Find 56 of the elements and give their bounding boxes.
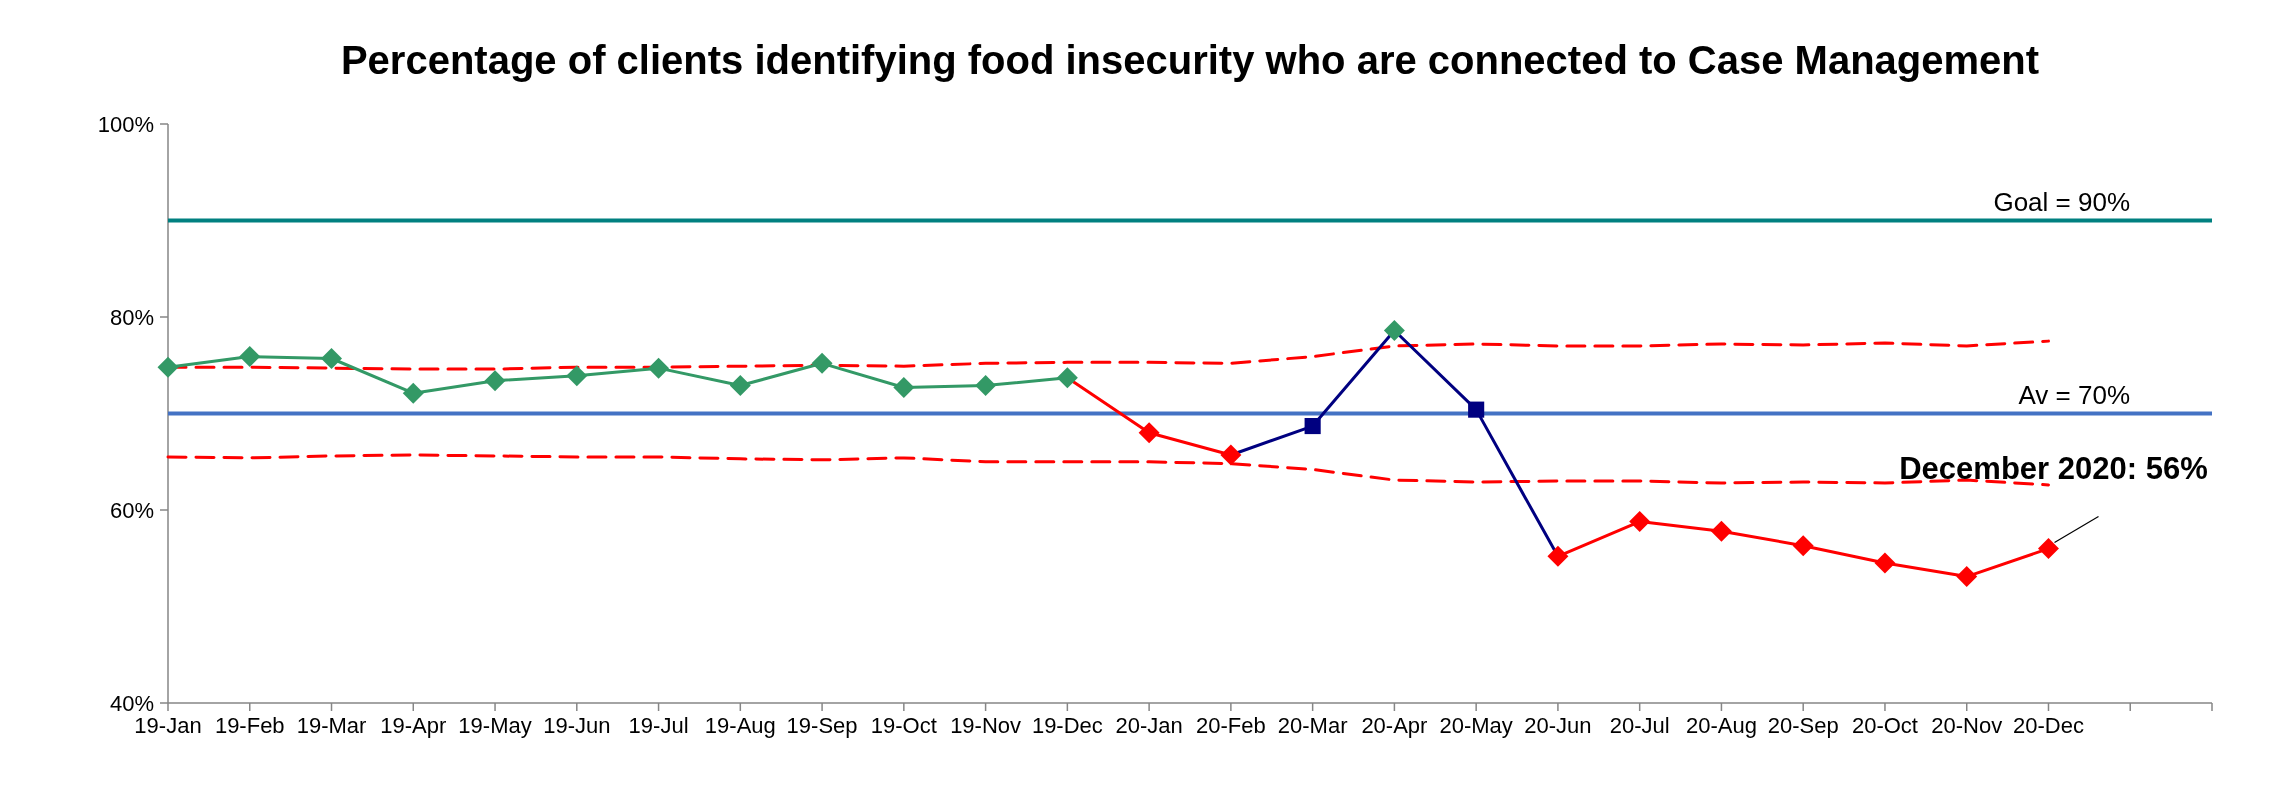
point	[811, 352, 833, 374]
x-tick-label: 20-Feb	[1196, 713, 1266, 738]
x-tick-label: 19-Jun	[543, 713, 611, 738]
point	[402, 382, 424, 404]
point	[975, 375, 997, 396]
point	[1220, 444, 1242, 466]
x-tick-label: 20-Jul	[1609, 713, 1670, 738]
x-tick-label: 19-Mar	[296, 713, 367, 738]
point	[1547, 545, 1569, 567]
chart-title: Percentage of clients identifying food insecurity who are connected to Case Management	[340, 38, 2040, 82]
point	[2037, 538, 2059, 560]
x-tick-label: 19-Feb	[214, 713, 285, 738]
y-tick-label: 40%	[109, 690, 154, 716]
point	[729, 375, 751, 396]
x-tick-label: 20-May	[1439, 713, 1513, 738]
annotation: December 2020: 56%	[1899, 450, 2208, 486]
point	[1383, 320, 1405, 341]
x-tick-label: 19-Jul	[628, 713, 689, 738]
point	[1710, 520, 1732, 542]
x-tick-label: 19-Oct	[870, 713, 937, 738]
point	[1874, 552, 1896, 574]
x-tick-label: 19-Sep	[786, 713, 858, 738]
point	[566, 365, 588, 387]
point	[893, 376, 915, 398]
x-tick-label: 19-May	[458, 713, 532, 738]
point	[321, 348, 343, 369]
x-tick-label: 20-Dec	[2013, 713, 2084, 738]
point	[239, 346, 261, 368]
point	[1138, 422, 1160, 444]
ref-line-label: Goal = 90%	[1993, 186, 2130, 217]
point	[1792, 535, 1814, 557]
x-tick-label: 20-Aug	[1685, 713, 1757, 738]
x-tick-label: 20-Jan	[1115, 713, 1183, 738]
x-tick-label: 20-Sep	[1767, 713, 1839, 738]
point	[1629, 511, 1651, 533]
x-tick-label: 19-Aug	[704, 713, 776, 738]
x-tick-label: 20-Jun	[1524, 713, 1592, 738]
point	[484, 370, 506, 392]
x-tick-label: 20-Mar	[1277, 713, 1348, 738]
x-tick-label: 19-Nov	[950, 713, 1022, 738]
x-tick-label: 19-Apr	[380, 713, 447, 738]
x-tick-label: 19-Dec	[1031, 713, 1103, 738]
x-tick-label: 19-Jan	[134, 713, 202, 738]
point	[1956, 566, 1978, 588]
point	[648, 357, 670, 379]
x-tick-label: 20-Nov	[1931, 713, 2003, 738]
point	[157, 356, 179, 378]
y-tick-label: 80%	[109, 304, 154, 330]
y-tick-label: 60%	[109, 497, 154, 523]
point	[1056, 367, 1078, 389]
ref-line-label: Av = 70%	[2018, 379, 2130, 410]
y-tick-label: 100%	[97, 111, 154, 137]
point	[1468, 401, 1485, 418]
x-tick-label: 20-Apr	[1361, 713, 1428, 738]
x-tick-label: 20-Oct	[1851, 713, 1918, 738]
point	[1304, 417, 1321, 435]
